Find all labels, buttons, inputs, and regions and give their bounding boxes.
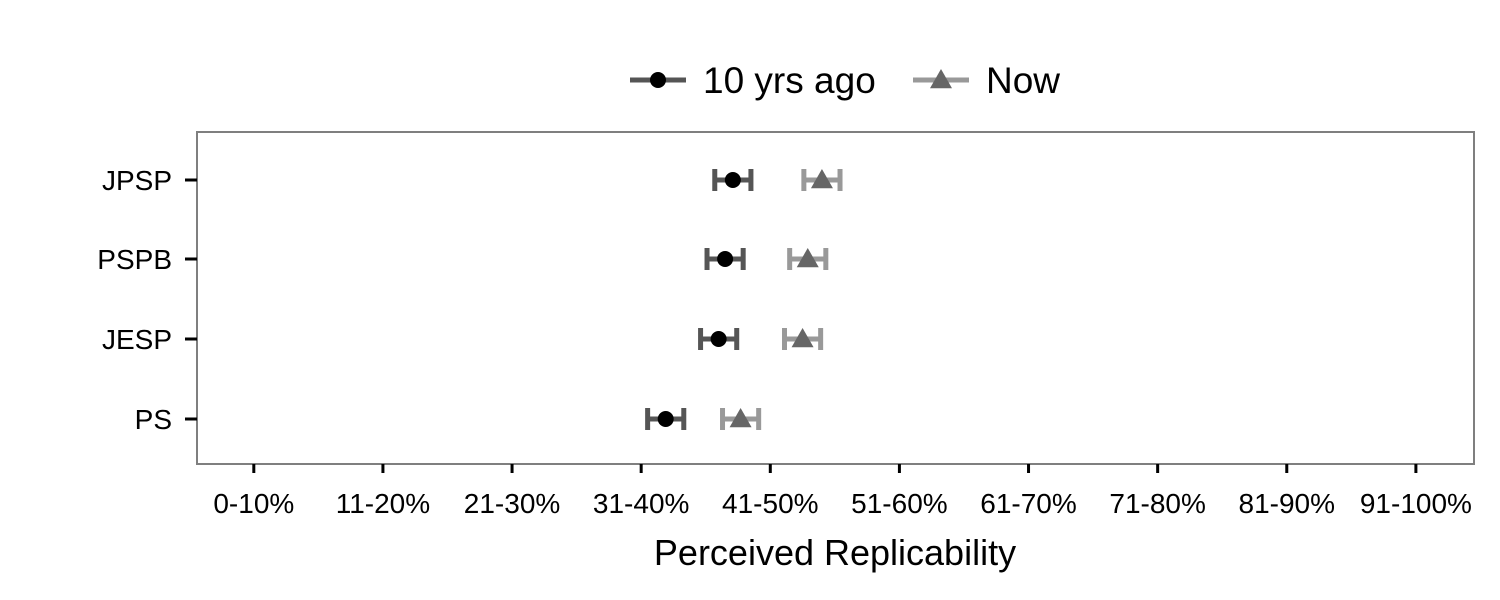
x-tick-label: 31-40%: [593, 488, 690, 519]
x-tick-label: 71-80%: [1109, 488, 1206, 519]
legend-label: 10 yrs ago: [703, 60, 876, 101]
x-axis-title: Perceived Replicability: [654, 532, 1016, 573]
x-tick-label: 41-50%: [722, 488, 819, 519]
y-tick-label: JPSP: [102, 165, 172, 196]
data-point-circle: [710, 331, 727, 347]
y-tick-label: JESP: [102, 324, 172, 355]
data-point-triangle: [796, 248, 819, 268]
data-marks: [645, 169, 843, 430]
x-axis: 0-10% 11-20% 21-30% 31-40% 41-50% 51-60% 61-70…: [213, 464, 1472, 519]
legend-label: Now: [986, 60, 1060, 101]
legend-key-circle: [650, 72, 666, 88]
y-tick-label: PSPB: [97, 244, 172, 275]
x-tick-label: 11-20%: [336, 488, 430, 519]
x-tick-label: 0-10%: [213, 488, 294, 519]
legend-item: 10 yrs ago: [630, 60, 876, 101]
x-tick-label: 91-100%: [1360, 488, 1472, 519]
legend: 10 yrs ago Now: [630, 60, 1060, 101]
data-point-circle: [717, 251, 734, 267]
legend-item: Now: [913, 60, 1060, 101]
data-point-circle: [724, 172, 741, 188]
series-ten-years-ago: [645, 169, 754, 430]
x-tick-label: 81-90%: [1239, 488, 1336, 519]
x-tick-label: 51-60%: [851, 488, 948, 519]
data-point-triangle: [729, 408, 752, 428]
y-axis: JPSP PSPB JESP PS: [97, 165, 197, 435]
data-point-triangle: [791, 328, 814, 348]
x-tick-label: 61-70%: [980, 488, 1077, 519]
data-point-triangle: [810, 169, 833, 189]
legend-key-triangle: [930, 69, 952, 89]
series-now: [720, 169, 843, 430]
x-tick-label: 21-30%: [464, 488, 561, 519]
data-point-circle: [657, 411, 674, 427]
plot-panel: [196, 131, 1475, 465]
y-tick-label: PS: [135, 404, 172, 435]
